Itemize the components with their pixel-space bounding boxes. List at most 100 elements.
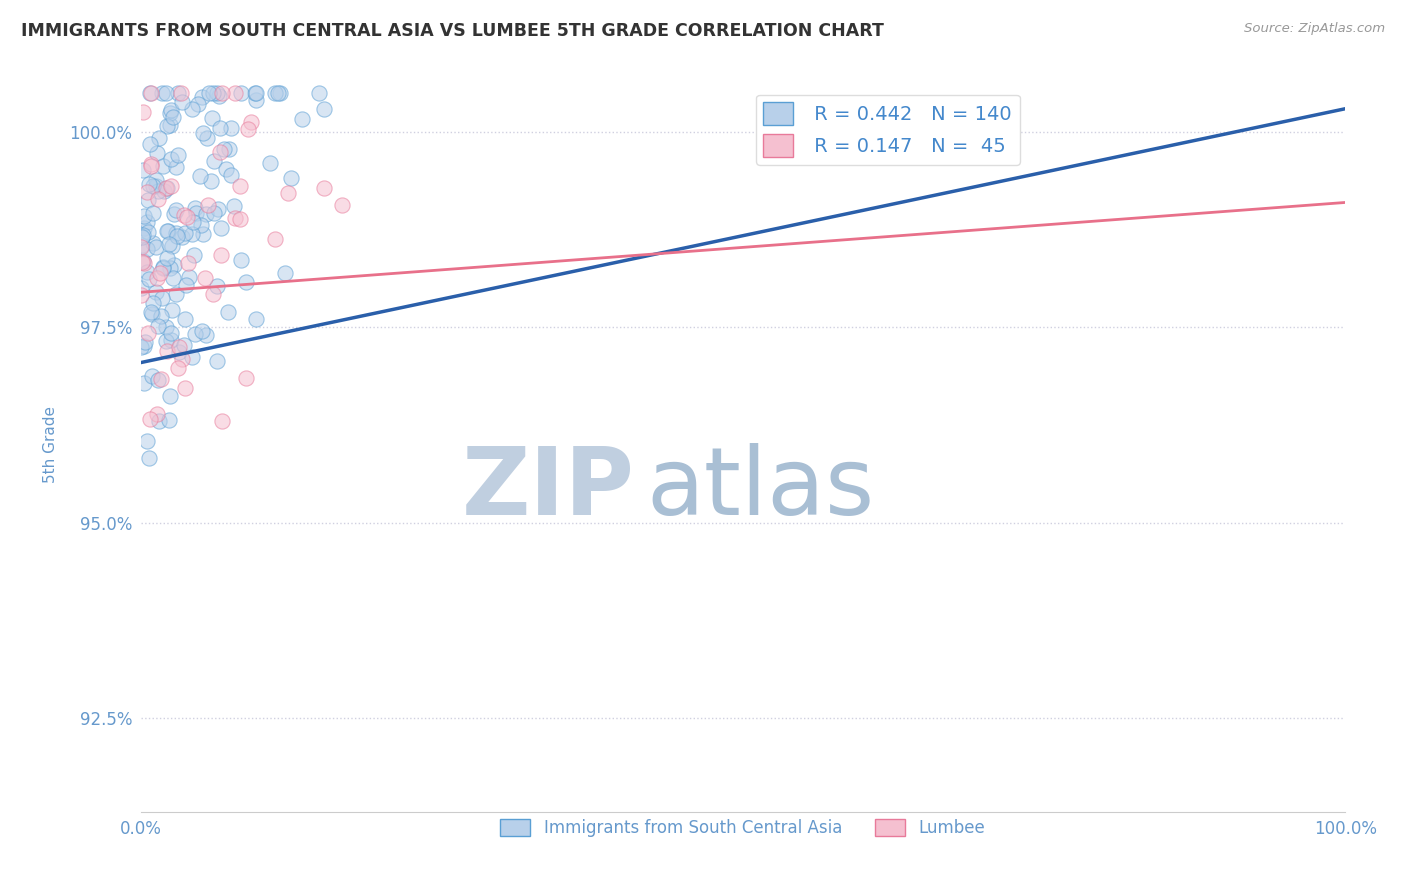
Point (245, 312, 267, 326)
Point (142, 236, 165, 251)
Point (266, 86, 288, 100)
Point (330, 198, 353, 212)
Point (269, 86, 291, 100)
Point (131, 255, 153, 269)
Point (139, 86, 162, 100)
Point (148, 131, 170, 145)
Point (150, 291, 173, 305)
Point (159, 118, 181, 132)
Point (166, 86, 188, 100)
Point (160, 103, 183, 118)
Point (212, 143, 235, 157)
Point (148, 193, 170, 207)
Point (197, 130, 219, 145)
Point (291, 112, 314, 127)
Point (209, 248, 232, 262)
Point (157, 224, 180, 238)
Point (141, 157, 163, 171)
Point (152, 261, 174, 276)
Point (129, 240, 152, 254)
Point (162, 110, 184, 124)
Point (194, 328, 217, 343)
Point (129, 340, 152, 354)
Point (134, 334, 156, 349)
Point (150, 86, 173, 100)
Point (139, 412, 162, 426)
Point (142, 179, 165, 194)
Point (142, 206, 165, 220)
Point (202, 205, 225, 219)
Point (194, 271, 217, 285)
Point (221, 120, 243, 135)
Point (200, 173, 222, 187)
Point (207, 279, 229, 293)
Point (173, 226, 195, 240)
Point (229, 179, 252, 194)
Point (131, 230, 153, 244)
Point (132, 209, 155, 223)
Point (145, 179, 167, 194)
Point (173, 312, 195, 326)
Point (202, 154, 225, 169)
Point (155, 334, 177, 348)
Point (134, 339, 156, 353)
Point (165, 202, 187, 217)
Point (152, 184, 174, 198)
Point (141, 307, 163, 321)
Point (239, 115, 262, 129)
Point (155, 86, 177, 100)
Point (177, 269, 200, 284)
Point (145, 239, 167, 253)
Point (207, 202, 229, 216)
Point (229, 211, 252, 226)
Point (149, 309, 172, 323)
Point (173, 208, 195, 222)
Point (156, 224, 179, 238)
Point (314, 181, 336, 195)
Point (132, 162, 155, 177)
Point (259, 155, 281, 169)
Point (159, 389, 181, 403)
Point (152, 159, 174, 173)
Point (160, 334, 183, 348)
Point (141, 305, 163, 319)
Point (181, 227, 204, 241)
Point (184, 206, 207, 220)
Point (170, 95, 193, 110)
Point (217, 305, 239, 319)
Point (159, 152, 181, 166)
Point (190, 218, 212, 232)
Point (208, 88, 231, 103)
Point (224, 86, 246, 100)
Point (152, 260, 174, 274)
Point (183, 326, 205, 341)
Point (139, 160, 162, 174)
Point (184, 202, 207, 216)
Point (201, 287, 224, 301)
Point (155, 320, 177, 334)
Point (264, 86, 287, 100)
Point (207, 353, 229, 368)
Point (176, 211, 198, 225)
Point (201, 111, 224, 125)
Point (191, 227, 214, 242)
Point (138, 177, 160, 191)
Point (181, 215, 204, 229)
Point (146, 318, 169, 333)
Point (170, 86, 193, 100)
Point (314, 102, 336, 116)
Point (156, 119, 179, 133)
Point (132, 220, 155, 235)
Point (145, 285, 167, 299)
Point (156, 251, 179, 265)
Point (166, 228, 188, 243)
Point (183, 248, 205, 262)
Point (138, 272, 160, 286)
Legend: Immigrants from South Central Asia, Lumbee: Immigrants from South Central Asia, Lumb… (494, 813, 993, 844)
Point (136, 193, 159, 207)
Point (277, 186, 299, 200)
Point (264, 232, 287, 246)
Point (136, 215, 159, 229)
Point (155, 181, 177, 195)
Point (141, 368, 163, 383)
